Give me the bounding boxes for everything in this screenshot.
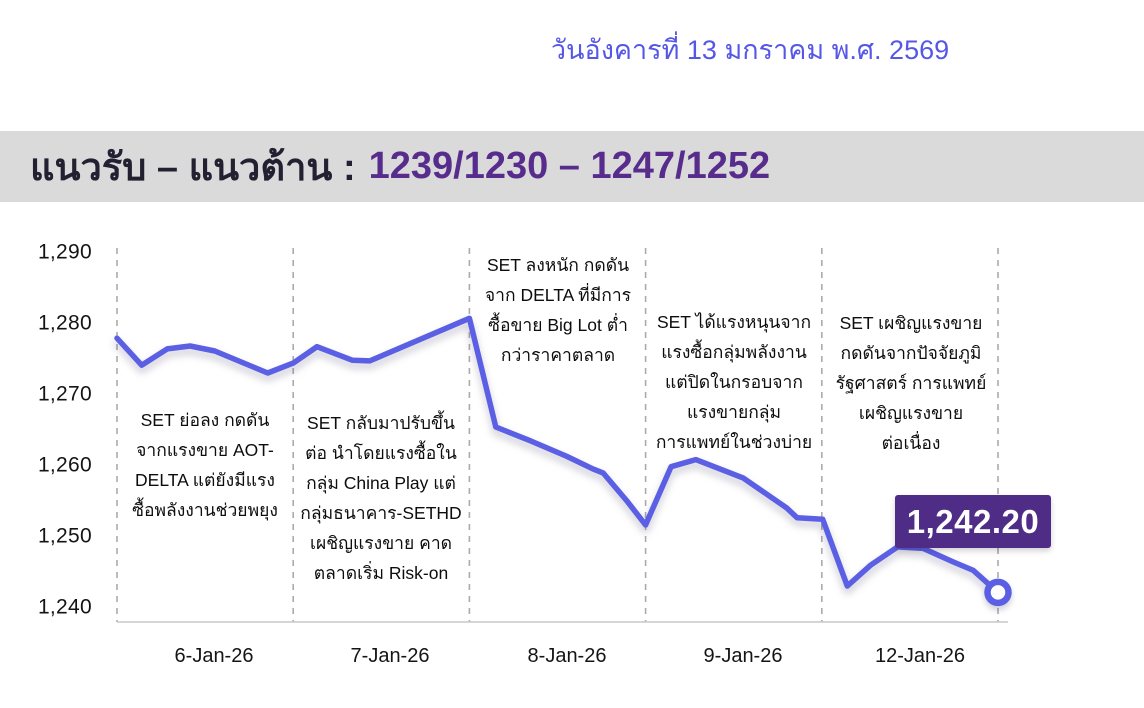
last-price-badge: 1,242.20 — [895, 495, 1051, 548]
annotation-12-jan: SET เผชิญแรงขาย กดดันจากปัจจัยภูมิ รัฐศา… — [835, 313, 987, 453]
x-axis-label-8-jan: 8-Jan-26 — [527, 645, 607, 667]
support-resistance-banner: แนวรับ – แนวต้าน : 1239/1230 – 1247/1252 — [0, 131, 1144, 202]
support-resistance-label: แนวรับ – แนวต้าน : — [30, 147, 356, 189]
y-axis-tick-1250: 1,250 — [37, 524, 92, 548]
y-axis-tick-1240: 1,240 — [37, 595, 92, 619]
y-axis-tick-1260: 1,260 — [37, 453, 92, 477]
y-axis-tick-1280: 1,280 — [37, 311, 92, 335]
x-axis-label-12-jan: 12-Jan-26 — [874, 645, 966, 667]
annotation-9-jan: SET ได้แรงหนุนจาก แรงซื้อกลุ่มพลังงาน แต… — [655, 312, 813, 452]
support-resistance-values: 1239/1230 – 1247/1252 — [368, 145, 771, 187]
x-axis-label-6-jan: 6-Jan-26 — [174, 645, 254, 667]
annotation-7-jan: SET กลับมาปรับขึ้น ต่อ นำโดยแรงซื้อใน กล… — [300, 413, 462, 583]
y-axis-tick-1290: 1,290 — [37, 240, 92, 264]
x-axis-label-9-jan: 9-Jan-26 — [703, 645, 783, 667]
last-point-marker — [984, 578, 1012, 607]
y-axis-tick-1270: 1,270 — [37, 382, 92, 406]
last-price-value: 1,242.20 — [906, 502, 1040, 540]
annotation-8-jan: SET ลงหนัก กดดัน จาก DELTA ที่มีการ ซื้อ… — [484, 255, 632, 365]
x-axis-label-7-jan: 7-Jan-26 — [350, 645, 430, 667]
annotation-6-jan: SET ย่อลง กดดัน จากแรงขาย AOT- DELTA แต่… — [132, 410, 278, 520]
report-date: วันอังคารที่ 13 มกราคม พ.ศ. 2569 — [550, 35, 950, 65]
